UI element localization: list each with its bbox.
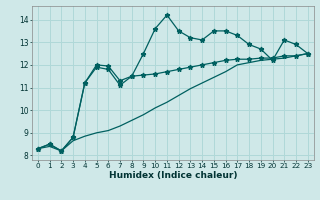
- X-axis label: Humidex (Indice chaleur): Humidex (Indice chaleur): [108, 171, 237, 180]
